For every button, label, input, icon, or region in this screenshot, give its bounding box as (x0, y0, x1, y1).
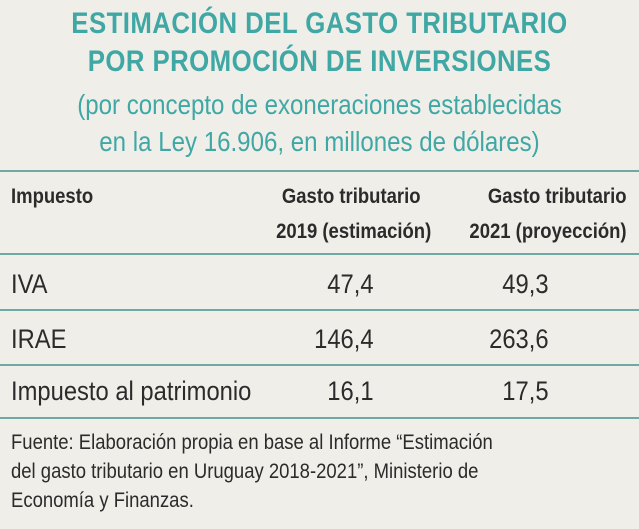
row-value-2019: 146,4 (314, 324, 374, 354)
header-rule (0, 253, 639, 255)
row-value-2021: 263,6 (489, 324, 549, 354)
header-2021-line-2: 2021 (proyección) (469, 220, 627, 243)
row-name: IRAE (11, 324, 67, 354)
row-rule (0, 309, 639, 311)
title-line-2: POR PROMOCIÓN DE INVERSIONES (87, 45, 552, 78)
source-footnote: Fuente: Elaboración propia en base al In… (11, 428, 627, 515)
header-2019-line-1: Gasto tributario (282, 185, 421, 208)
header-2019-line-2: 2019 (estimación) (275, 220, 431, 243)
row-value-2019: 47,4 (327, 269, 374, 299)
table-bottom-rule (0, 417, 639, 419)
row-rule (0, 364, 639, 366)
title-line-1: ESTIMACIÓN DEL GASTO TRIBUTARIO (71, 7, 568, 40)
subtitle-line-1: (por concepto de exoneraciones estableci… (77, 89, 562, 120)
row-name: IVA (11, 269, 48, 299)
header-impuesto: Impuesto (11, 185, 94, 208)
footnote-line-2: del gasto tributario en Uruguay 2018-202… (11, 460, 479, 483)
footnote-line-3: Economía y Finanzas. (11, 489, 194, 512)
row-value-2021: 49,3 (502, 269, 549, 299)
table-top-rule (0, 170, 639, 172)
row-value-2021: 17,5 (502, 376, 549, 406)
row-name: Impuesto al patrimonio (11, 376, 252, 406)
row-value-2019: 16,1 (327, 376, 374, 406)
header-2021-line-1: Gasto tributario (488, 185, 627, 208)
footnote-line-1: Fuente: Elaboración propia en base al In… (11, 431, 493, 454)
subtitle-line-2: en la Ley 16.906, en millones de dólares… (99, 126, 540, 157)
